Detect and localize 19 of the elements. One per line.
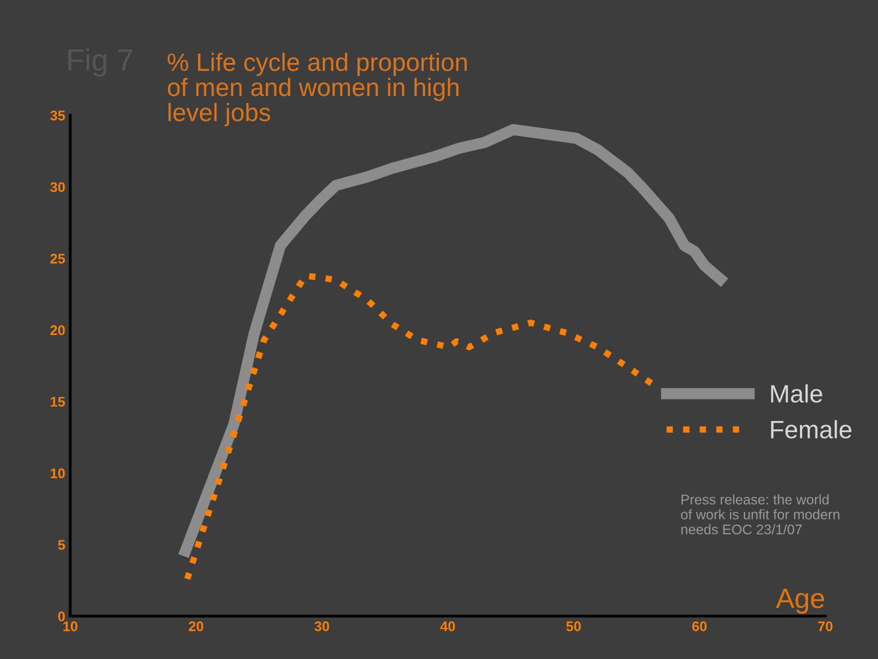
x-axis-title: Age xyxy=(776,588,824,614)
y-tick-label: 30 xyxy=(50,182,65,192)
x-tick-label: 60 xyxy=(692,621,707,632)
x-tick-label: 30 xyxy=(314,621,330,632)
annotation: Press release: the world of work is unfit for modern needs EOC 23/1/07 xyxy=(681,494,840,534)
y-tick-label: 5 xyxy=(58,540,65,550)
x-tick-label: 50 xyxy=(566,621,581,632)
y-tick-label: 20 xyxy=(50,325,65,336)
legend-label: Male xyxy=(771,384,822,403)
y-tick-label: 15 xyxy=(50,396,65,407)
y-tick-label: 10 xyxy=(50,468,65,478)
y-tick-label: 25 xyxy=(50,254,65,264)
chart-title: % Life cycle and proportion of men and women in high level jobs xyxy=(168,52,467,126)
x-tick-label: 40 xyxy=(440,621,455,632)
legend-label: Female xyxy=(771,420,852,438)
x-tick-label: 70 xyxy=(818,621,832,632)
x-tick-label: 20 xyxy=(188,621,204,632)
y-tick-label: 35 xyxy=(50,110,65,121)
y-tick-label: 0 xyxy=(58,612,65,622)
